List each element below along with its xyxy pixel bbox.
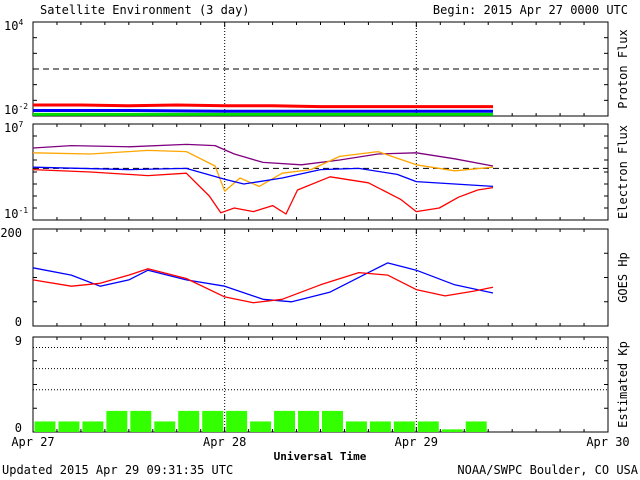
kp-bar: [417, 421, 439, 432]
x-tick-label: Apr 28: [203, 435, 246, 449]
kp-bar: [58, 421, 80, 432]
hp-y-tick-label: 200: [0, 226, 22, 240]
proton-series-red: [33, 103, 493, 109]
kp-bar: [202, 410, 224, 432]
electron-y-axis-label: Electron Flux: [616, 125, 630, 219]
kp-bar: [298, 410, 319, 432]
kp-bar: [274, 410, 296, 432]
kp-panel: 9 0 Estimated Kp: [15, 334, 630, 435]
kp-bar: [250, 421, 272, 432]
x-axis-label: Universal Time: [274, 450, 367, 463]
proton-series-blue: [33, 109, 493, 113]
plot-panels: 104 10-2 Proton Flux 107 10-1 Electron Flux 20…: [0, 18, 630, 449]
proton-y-tick-label: 10-2: [4, 102, 28, 117]
proton-y-axis-label: Proton Flux: [616, 29, 630, 108]
kp-bar: [393, 421, 415, 432]
hp-y-axis-label: GOES Hp: [616, 252, 630, 303]
updated-time: Updated 2015 Apr 29 09:31:35 UTC: [2, 463, 233, 477]
kp-bar: [34, 421, 56, 432]
kp-bar: [226, 410, 248, 432]
hp-y-tick-label: 0: [15, 315, 22, 329]
proton-panel: 104 10-2 Proton Flux: [4, 18, 630, 117]
hp-panel: 200 0 GOES Hp: [0, 226, 630, 329]
chart-title: Satellite Environment (3 day): [40, 3, 250, 17]
credit-label: NOAA/SWPC Boulder, CO USA: [457, 463, 638, 477]
x-tick-label: Apr 30: [586, 435, 629, 449]
electron-series-blue: [32, 166, 494, 188]
kp-bar: [154, 421, 176, 432]
electron-y-tick-label: 10-1: [4, 206, 28, 221]
kp-bar: [345, 421, 367, 432]
kp-bar: [465, 421, 487, 432]
electron-series-orange: [32, 149, 494, 192]
kp-bar: [130, 410, 152, 432]
kp-bar: [106, 410, 128, 432]
electron-y-tick-label: 107: [4, 120, 23, 135]
electron-panel: 107 10-1 Electron Flux: [4, 120, 630, 221]
x-tick-label: Apr 29: [395, 435, 438, 449]
kp-bar: [82, 421, 104, 432]
electron-frame: [32, 123, 609, 221]
kp-y-axis-label: Estimated Kp: [616, 341, 630, 428]
kp-bar: [178, 410, 200, 432]
kp-bar: [441, 429, 463, 432]
proton-frame: [32, 21, 609, 117]
x-tick-label: Apr 27: [11, 435, 54, 449]
proton-y-tick-label: 104: [4, 18, 23, 33]
electron-series-purple: [32, 143, 494, 167]
kp-y-tick-label: 0: [15, 421, 22, 435]
kp-bar: [322, 410, 343, 432]
kp-y-tick-label: 9: [15, 334, 22, 348]
hp-series-blue: [32, 262, 494, 303]
begin-time: Begin: 2015 Apr 27 0000 UTC: [433, 3, 628, 17]
hp-series-red: [32, 268, 494, 304]
kp-bar: [369, 421, 391, 432]
electron-series-red: [32, 168, 494, 215]
